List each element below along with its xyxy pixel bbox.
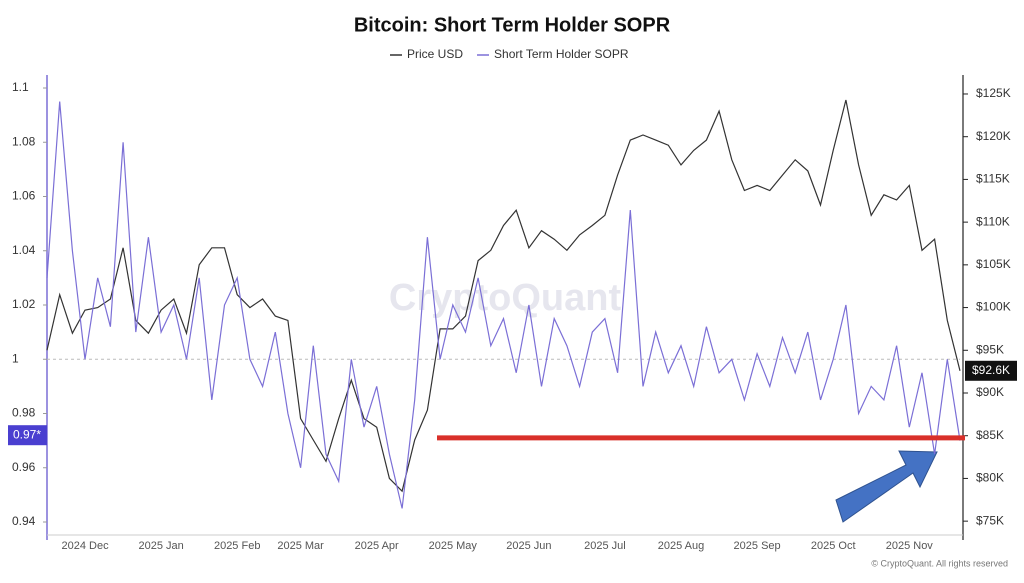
watermark: CryptoQuant [389,277,622,319]
y-tick-label: 0.96 [12,460,36,474]
x-tick-label: 2025 Nov [886,540,934,552]
x-tick-label: 2025 Jul [584,540,626,552]
x-tick-label: 2025 Feb [214,540,260,552]
x-tick-label: 2024 Dec [61,540,109,552]
legend-label: Short Term Holder SOPR [494,47,629,61]
arrow [835,450,938,523]
y-tick-label: 1.04 [12,243,36,257]
x-tick-label: 2025 Apr [355,540,399,552]
x-tick-label: 2025 Oct [811,540,856,552]
chart-title: Bitcoin: Short Term Holder SOPR [354,14,671,36]
y2-tick-label: $85K [976,428,1004,442]
y2-tick-label: $80K [976,471,1004,485]
y-tick-label: 1.06 [12,189,36,203]
series-line [46,101,961,509]
y2-tick-label: $110K [976,214,1010,228]
y2-tick-label: $95K [976,342,1004,356]
y-tick-label: 0.98 [12,406,36,420]
y2-tick-label: $120K [976,129,1011,143]
y-tick-label: 0.94 [12,514,36,528]
y-tick-label: 1.08 [12,134,36,148]
y2-tick-label: $75K [976,513,1004,527]
y2-tick-label: $100K [976,300,1011,314]
x-tick-label: 2025 Jun [506,540,551,552]
y2-tick-label: $90K [976,385,1004,399]
series-line [46,99,961,493]
x-tick-label: 2025 Jan [138,540,183,552]
y-tick-label: 1 [12,351,19,365]
x-tick-label: 2025 Aug [658,540,705,552]
footer: © CryptoQuant. All rights reserved [871,558,1008,568]
x-tick-label: 2025 Sep [734,540,781,552]
y2-tick-label: $115K [976,172,1010,186]
x-tick-label: 2025 May [429,540,478,552]
y-tick-label: 1.1 [12,80,29,94]
y-tick-label: 1.02 [12,297,36,311]
current-price-label: $92.6K [972,363,1010,377]
current-price-marker [965,360,1017,381]
legend-label: Price USD [407,47,463,61]
y2-tick-label: $105K [976,257,1011,271]
x-tick-label: 2025 Mar [277,540,324,552]
current-sopr-label: 0.97* [13,427,41,441]
current-sopr-marker [8,425,47,446]
y2-tick-label: $125K [976,86,1011,100]
